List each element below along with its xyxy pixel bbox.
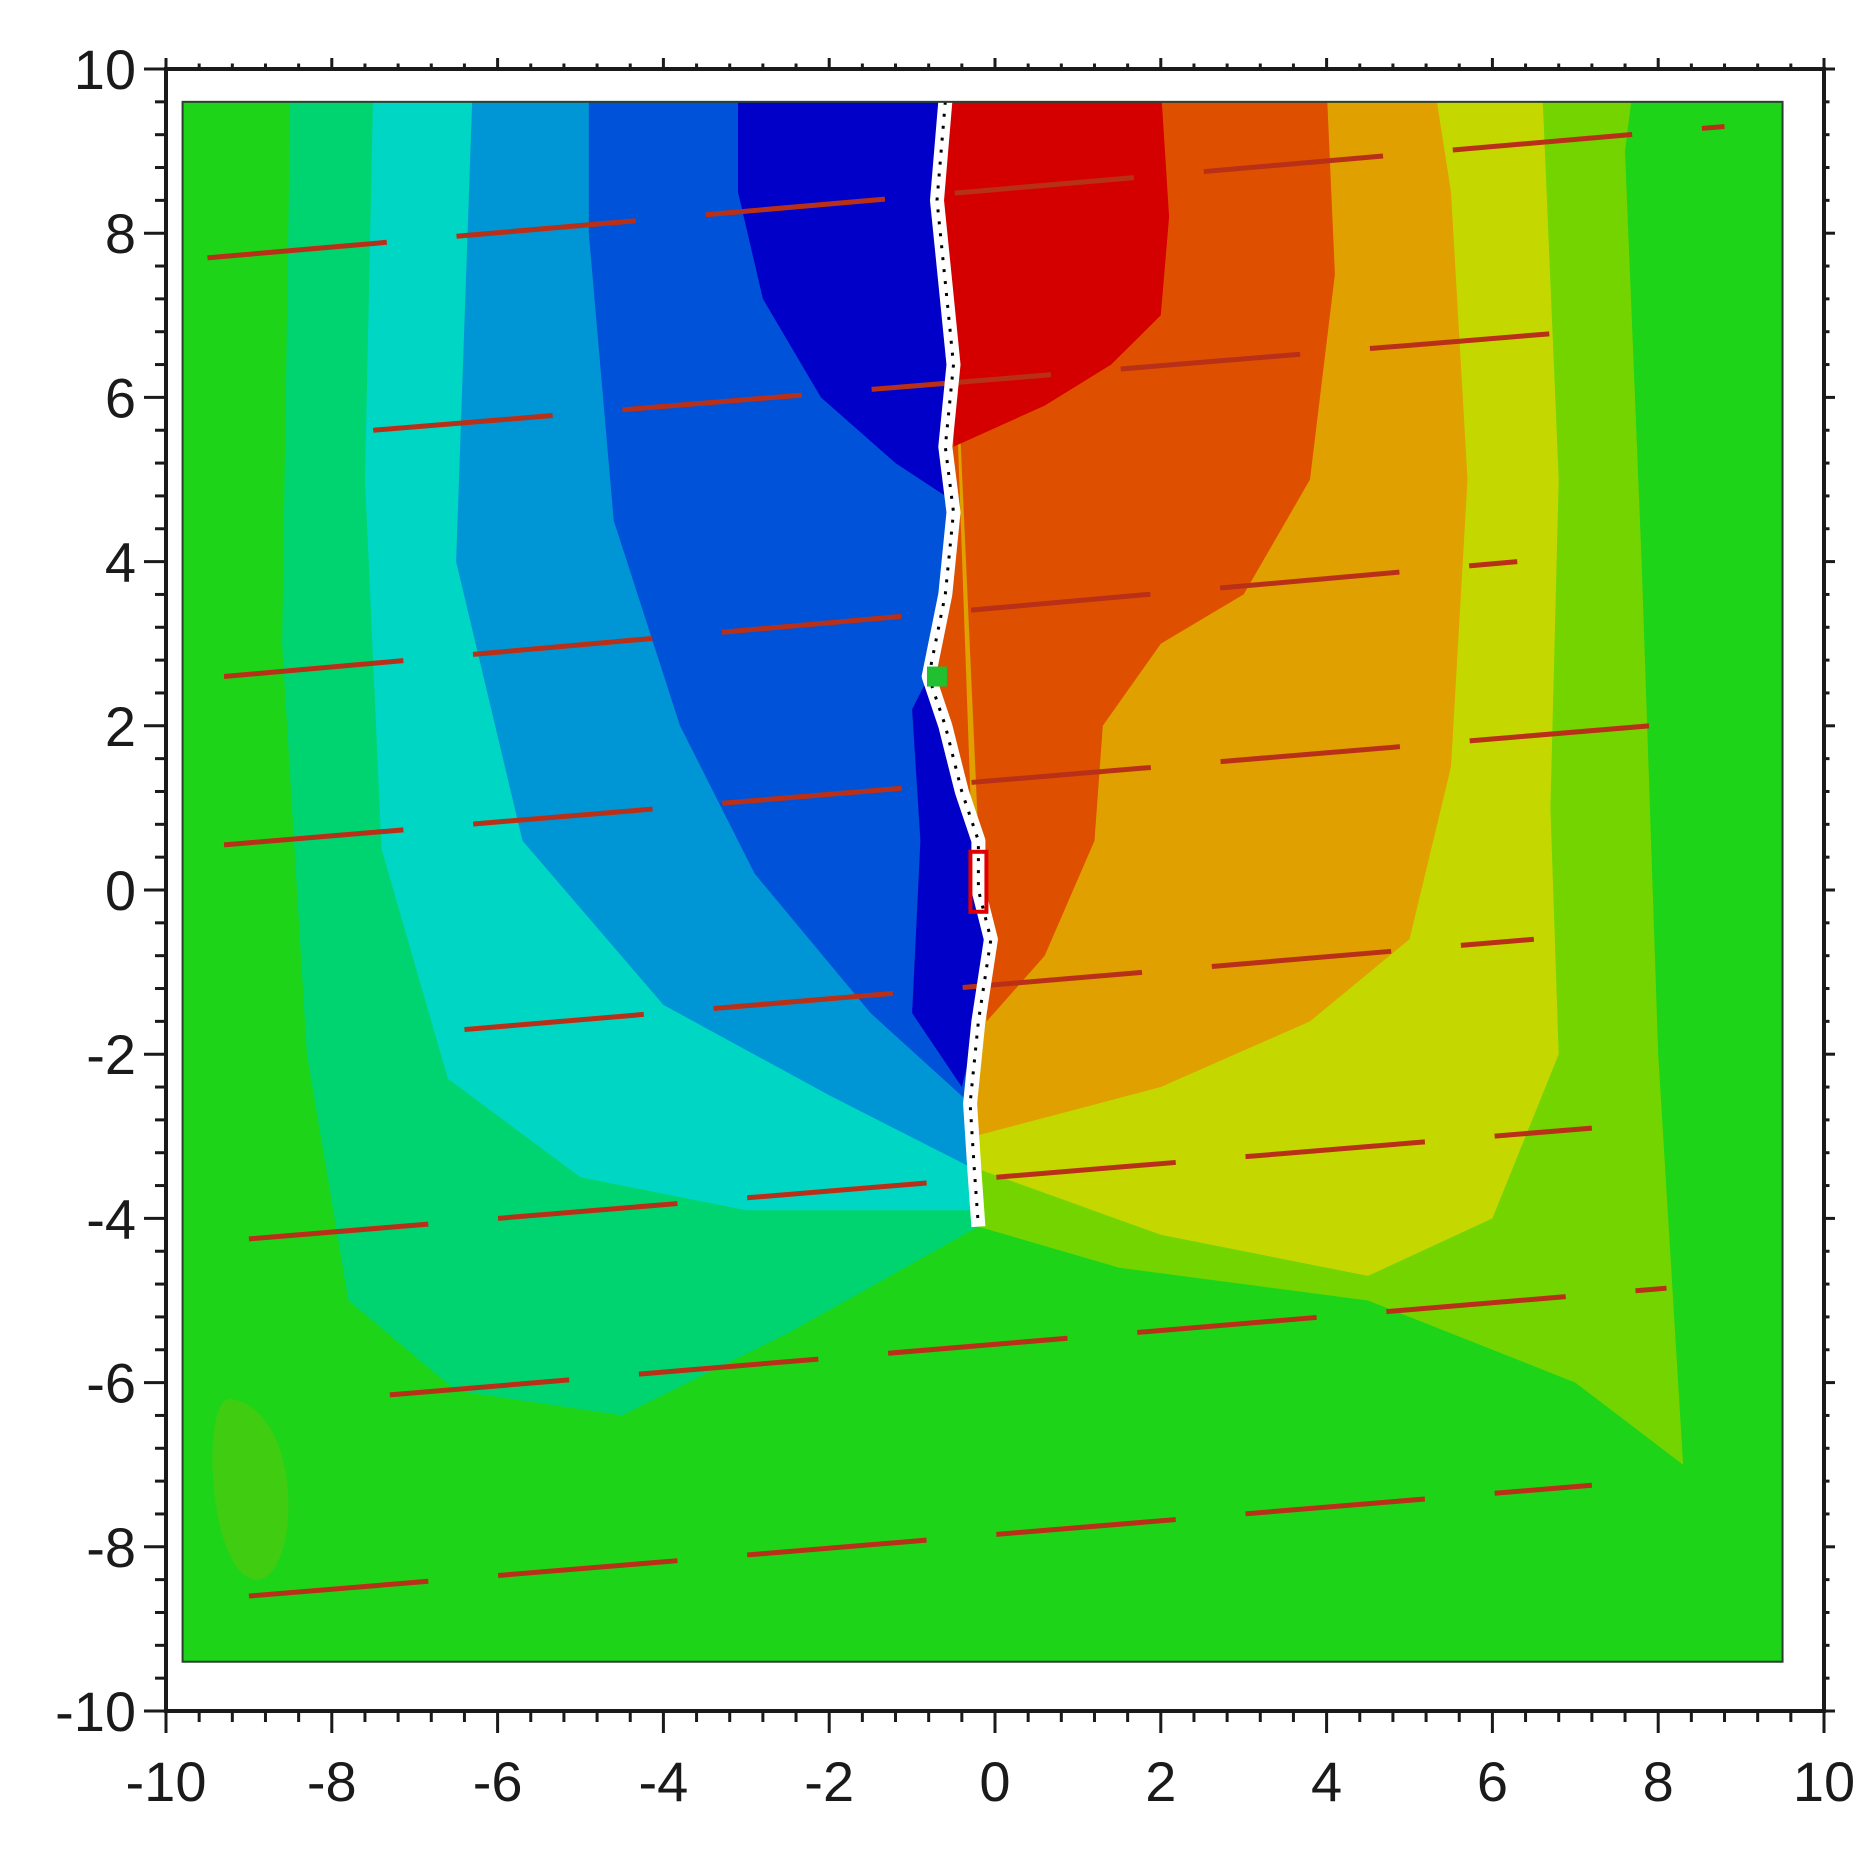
y-tick-label: -2 — [86, 1023, 136, 1086]
y-tick-label: 8 — [105, 202, 136, 265]
x-tick-label: 6 — [1477, 1750, 1508, 1813]
y-tick-label: -6 — [86, 1352, 136, 1415]
dashed-line-6 — [248, 1125, 1593, 1242]
discontinuity-edge — [927, 101, 993, 1227]
x-tick-label: -8 — [307, 1750, 357, 1813]
dashed-line-2 — [373, 329, 1576, 433]
contour-field — [182, 101, 1783, 1662]
y-tick-label: 2 — [105, 695, 136, 758]
x-tick-label: -2 — [804, 1750, 854, 1813]
x-tick-label: -6 — [473, 1750, 523, 1813]
axis-ticks — [144, 58, 1835, 1733]
x-tick-label: 2 — [1145, 1750, 1176, 1813]
dashed-line-8 — [248, 1482, 1593, 1599]
marked-points — [926, 666, 989, 914]
y-tick-label: -10 — [55, 1680, 136, 1743]
x-tick-label: 8 — [1643, 1750, 1674, 1813]
y-tick-label: 0 — [105, 859, 136, 922]
axis-tick-labels: -10 -8 -6 -4 -2 0 2 4 6 8 10 10 8 6 4 2 0 -2 -4 -6 -8 -10 — [55, 38, 1855, 1813]
contour-band-dark-blue — [738, 101, 991, 1087]
y-tick-label: 6 — [105, 366, 136, 429]
dashed-lines — [207, 123, 1725, 1599]
x-tick-label: 0 — [979, 1750, 1010, 1813]
dashed-line-5 — [464, 936, 1535, 1033]
y-tick-label: 10 — [74, 38, 136, 101]
marked-point-2 — [968, 849, 989, 914]
contour-band-lime-patch — [212, 1398, 289, 1580]
dashed-line-3 — [223, 559, 1518, 680]
y-tick-label: -4 — [86, 1187, 136, 1250]
marked-point-1 — [926, 666, 947, 687]
x-tick-label: -4 — [639, 1750, 689, 1813]
data-area-border — [181, 100, 1784, 1663]
dashed-line-1 — [207, 123, 1725, 261]
y-tick-label: -8 — [86, 1516, 136, 1579]
y-tick-label: 4 — [105, 531, 136, 594]
x-tick-label: 4 — [1311, 1750, 1342, 1813]
x-tick-label: -10 — [126, 1750, 207, 1813]
x-tick-label: 10 — [1793, 1750, 1855, 1813]
dashed-line-7 — [389, 1285, 1667, 1398]
